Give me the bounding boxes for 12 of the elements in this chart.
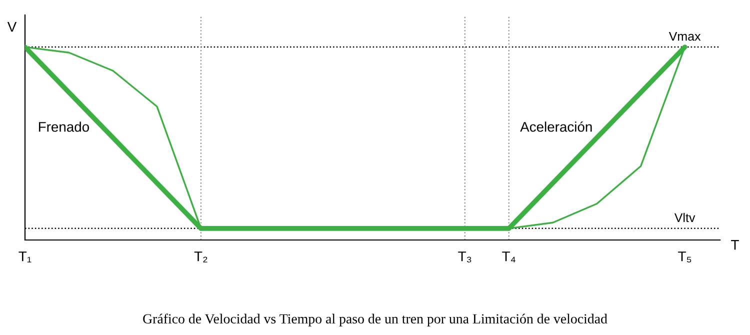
- series-label: Aceleración: [520, 121, 592, 132]
- x-tick-label: T₂: [194, 252, 208, 262]
- x-tick-label: T₅: [678, 252, 692, 262]
- x-axis-title: T: [731, 240, 739, 250]
- y-axis-title: V: [7, 22, 17, 32]
- ref-line-label: Vltv: [674, 212, 696, 222]
- x-tick-label: T₃: [458, 252, 472, 262]
- x-tick-label: T₄: [502, 252, 516, 262]
- ref-line-label: Vmax: [668, 32, 701, 41]
- text: Gráfico de Velocidad vs Tiempo al paso de un tren por una Limitación de velocidad: [143, 314, 608, 326]
- series-label: Frenado: [38, 122, 89, 132]
- x-tick-label: T₁: [18, 252, 32, 262]
